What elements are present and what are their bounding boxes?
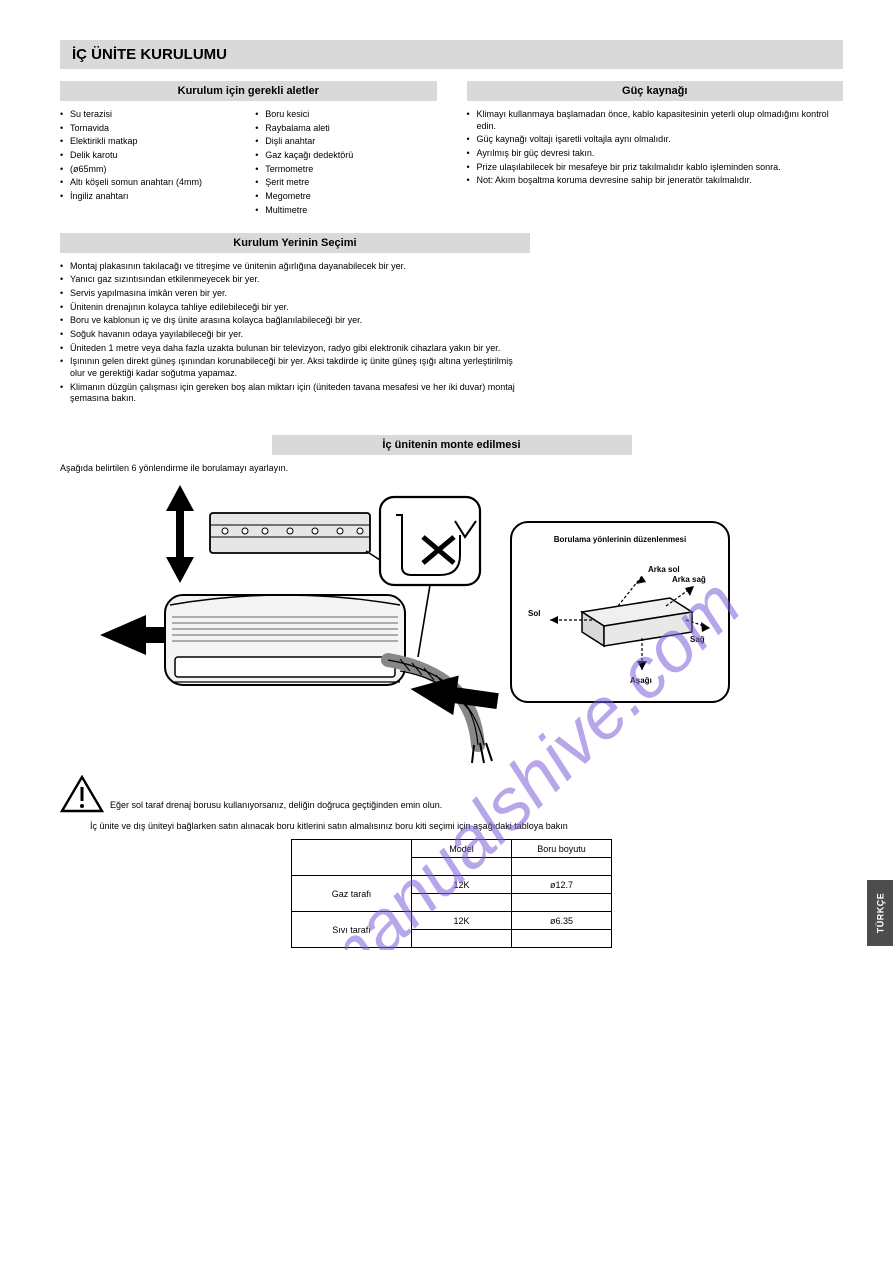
list-item: Altı köşeli somun anahtarı (4mm) — [60, 177, 241, 189]
tools-left-list: Su terazisi Tornavida Elektirikli matkap… — [60, 109, 241, 203]
label-rear-left: Arka sol — [648, 565, 680, 574]
list-item: Şerit metre — [255, 177, 436, 189]
label-right: Sağ — [690, 635, 705, 644]
list-item: Multimetre — [255, 205, 436, 217]
table-cell — [292, 840, 412, 876]
label-down: Aşağı — [630, 676, 652, 685]
table-cell: ø12.7 — [512, 876, 612, 894]
list-item: Servis yapılmasına imkân veren bir yer. — [60, 288, 530, 300]
list-item: Su terazisi — [60, 109, 241, 121]
power-header: Güç kaynağı — [467, 81, 844, 101]
list-item: Klimayı kullanmaya başlamadan önce, kabl… — [467, 109, 844, 132]
table-cell — [512, 894, 612, 912]
label-rear-right: Arka sağ — [672, 575, 706, 584]
list-item: Güç kaynağı voltajı işaretli voltajla ay… — [467, 134, 844, 146]
indoor-unit-header: İç ünitenin monte edilmesi — [272, 435, 632, 455]
location-list: Montaj plakasının takılacağı ve titreşim… — [60, 261, 530, 406]
language-tab: TÜRKÇE — [867, 880, 893, 946]
list-item: Termometre — [255, 164, 436, 176]
pipe-size-table: Model Boru boyutu Gaz tarafı 12K ø12.7 S… — [291, 839, 612, 948]
list-item: İngiliz anahtarı — [60, 191, 241, 203]
ac-unit-diagram — [60, 485, 500, 765]
table-cell — [412, 858, 512, 876]
list-item: Işınının gelen direkt güneş ışınından ko… — [60, 356, 530, 379]
tools-right-list: Boru kesici Raybalama aleti Dişli anahta… — [255, 109, 436, 217]
list-item: Gaz kaçağı dedektörü — [255, 150, 436, 162]
list-item: (ø65mm) — [60, 164, 241, 176]
table-cell: 12K — [412, 876, 512, 894]
list-item: Soğuk havanın odaya yayılabileceği bir y… — [60, 329, 530, 341]
warning-text: Eğer sol taraf drenaj borusu kullanıyors… — [110, 800, 442, 813]
label-left: Sol — [528, 609, 540, 618]
table-cell — [412, 894, 512, 912]
list-item: Boru kesici — [255, 109, 436, 121]
table-cell — [412, 930, 512, 948]
list-item: Raybalama aleti — [255, 123, 436, 135]
list-item: Yanıcı gaz sızıntısından etkilenmeyecek … — [60, 274, 530, 286]
list-item: Prize ulaşılabilecek bir mesafeye bir pr… — [467, 162, 844, 174]
table-cell — [512, 930, 612, 948]
warning-icon — [60, 775, 104, 813]
table-cell: Sıvı tarafı — [292, 912, 412, 948]
power-list: Klimayı kullanmaya başlamadan önce, kabl… — [467, 109, 844, 187]
piping-directions-diagram: Arka sol Sol Arka sağ Sağ Aşağı — [522, 558, 718, 688]
list-item: Üniteden 1 metre veya daha fazla uzakta … — [60, 343, 530, 355]
table-cell: Boru boyutu — [512, 840, 612, 858]
list-item: Tornavida — [60, 123, 241, 135]
table-cell: Gaz tarafı — [292, 876, 412, 912]
table-cell — [512, 858, 612, 876]
list-item: Not: Akım boşaltma koruma devresine sahi… — [467, 175, 844, 187]
list-item: Megometre — [255, 191, 436, 203]
tools-header: Kurulum için gerekli aletler — [60, 81, 437, 101]
table-cell: Model — [412, 840, 512, 858]
pre-table-text: İç ünite ve dış üniteyi bağlarken satın … — [90, 821, 843, 831]
list-item: Elektirikli matkap — [60, 136, 241, 148]
before-diagram-text: Aşağıda belirtilen 6 yönlendirme ile bor… — [60, 463, 843, 473]
location-header: Kurulum Yerinin Seçimi — [60, 233, 530, 253]
page-title: İÇ ÜNİTE KURULUMU — [60, 40, 843, 69]
list-item: Boru ve kablonun iç ve dış ünite arasına… — [60, 315, 530, 327]
list-item: Klimanın düzgün çalışması için gereken b… — [60, 382, 530, 405]
piping-directions-box: Borulama yönlerinin düzenlenmesi Arka so… — [510, 521, 730, 703]
list-item: Ayrılmış bir güç devresi takın. — [467, 148, 844, 160]
piping-title: Borulama yönlerinin düzenlenmesi — [522, 535, 718, 544]
table-cell: 12K — [412, 912, 512, 930]
list-item: Montaj plakasının takılacağı ve titreşim… — [60, 261, 530, 273]
list-item: Delik karotu — [60, 150, 241, 162]
list-item: Dişli anahtar — [255, 136, 436, 148]
table-cell: ø6.35 — [512, 912, 612, 930]
list-item: Ünitenin drenajının kolayca tahliye edil… — [60, 302, 530, 314]
